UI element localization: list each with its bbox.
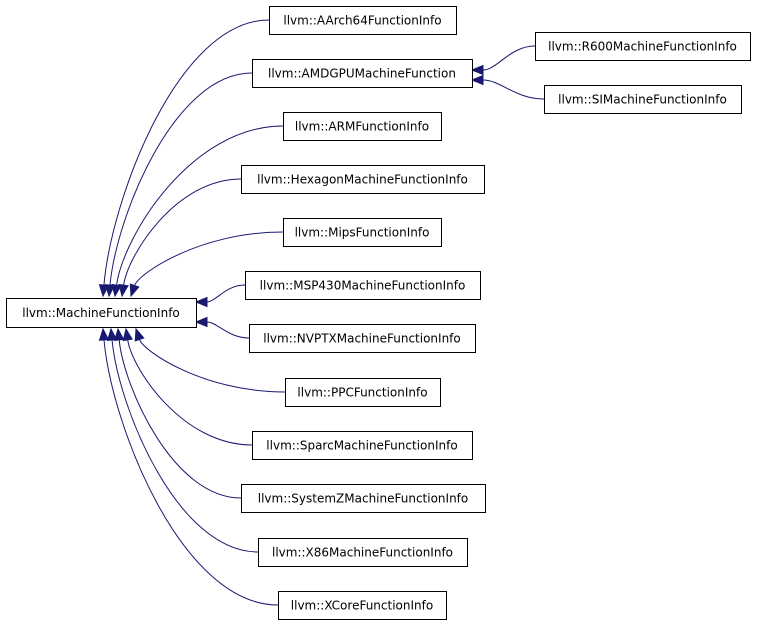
class-node: llvm::AMDGPUMachineFunction xyxy=(252,59,473,88)
node-label: llvm::MachineFunctionInfo xyxy=(22,306,180,320)
class-node: llvm::PPCFunctionInfo xyxy=(285,378,441,407)
node-label: llvm::ARMFunctionInfo xyxy=(295,120,429,134)
node-label: llvm::MSP430MachineFunctionInfo xyxy=(260,279,466,293)
class-node: llvm::SIMachineFunctionInfo xyxy=(544,85,742,114)
edge xyxy=(103,19,270,286)
edge xyxy=(111,339,259,553)
node-box xyxy=(278,591,447,620)
node-label: llvm::SparcMachineFunctionInfo xyxy=(266,439,457,453)
edges xyxy=(98,19,545,606)
edge xyxy=(127,339,253,446)
node-label: llvm::PPCFunctionInfo xyxy=(297,386,427,400)
edge xyxy=(482,45,536,71)
node-box xyxy=(258,538,468,567)
edge xyxy=(123,178,242,286)
node-label: llvm::HexagonMachineFunctionInfo xyxy=(257,173,468,187)
node-label: llvm::SIMachineFunctionInfo xyxy=(558,93,727,107)
arrowhead xyxy=(129,283,140,298)
node-box xyxy=(241,484,486,513)
node-label: llvm::R600MachineFunctionInfo xyxy=(548,40,737,54)
node-box xyxy=(285,378,441,407)
node-box xyxy=(535,32,751,61)
class-node: llvm::AArch64FunctionInfo xyxy=(269,6,457,35)
class-node: llvm::NVPTXMachineFunctionInfo xyxy=(249,324,476,353)
arrowhead xyxy=(194,296,208,308)
node-label: llvm::X86MachineFunctionInfo xyxy=(272,546,453,560)
edge xyxy=(118,339,242,499)
edge xyxy=(103,339,279,606)
arrowhead xyxy=(194,316,208,328)
edge xyxy=(116,125,284,286)
node-box xyxy=(544,85,742,114)
node-box xyxy=(245,271,481,300)
arrowhead xyxy=(98,327,110,341)
class-node: llvm::SystemZMachineFunctionInfo xyxy=(241,484,486,513)
class-node: llvm::MachineFunctionInfo xyxy=(6,298,197,328)
node-label: llvm::SystemZMachineFunctionInfo xyxy=(258,492,469,506)
arrowhead xyxy=(118,283,129,298)
edge xyxy=(206,321,250,339)
class-node: llvm::XCoreFunctionInfo xyxy=(278,591,447,620)
node-label: llvm::MipsFunctionInfo xyxy=(295,226,430,240)
node-box xyxy=(283,218,442,247)
arrowhead xyxy=(470,74,484,86)
node-box xyxy=(252,431,473,460)
edge xyxy=(482,79,545,100)
node-box xyxy=(249,324,476,353)
class-node: llvm::MipsFunctionInfo xyxy=(283,218,442,247)
node-label: llvm::AArch64FunctionInfo xyxy=(283,14,441,28)
node-label: llvm::AMDGPUMachineFunction xyxy=(268,67,456,81)
node-label: llvm::NVPTXMachineFunctionInfo xyxy=(263,332,461,346)
node-label: llvm::XCoreFunctionInfo xyxy=(291,599,433,613)
edge xyxy=(206,284,246,303)
node-box xyxy=(241,165,485,194)
class-node: llvm::HexagonMachineFunctionInfo xyxy=(241,165,485,194)
arrowhead xyxy=(106,327,118,341)
class-node: llvm::X86MachineFunctionInfo xyxy=(258,538,468,567)
arrowhead xyxy=(104,284,116,298)
arrowhead xyxy=(134,327,145,342)
class-node: llvm::ARMFunctionInfo xyxy=(283,112,442,141)
arrowhead xyxy=(122,327,133,342)
node-box xyxy=(6,298,197,328)
edge xyxy=(139,339,286,393)
edge xyxy=(109,72,253,286)
arrowhead xyxy=(113,327,125,341)
arrowhead xyxy=(111,283,122,298)
node-box xyxy=(269,6,457,35)
node-box xyxy=(283,112,442,141)
arrowhead xyxy=(470,64,484,76)
node-box xyxy=(252,59,473,88)
class-node: llvm::R600MachineFunctionInfo xyxy=(535,32,751,61)
edge xyxy=(134,231,284,286)
class-node: llvm::SparcMachineFunctionInfo xyxy=(252,431,473,460)
class-node: llvm::MSP430MachineFunctionInfo xyxy=(245,271,481,300)
